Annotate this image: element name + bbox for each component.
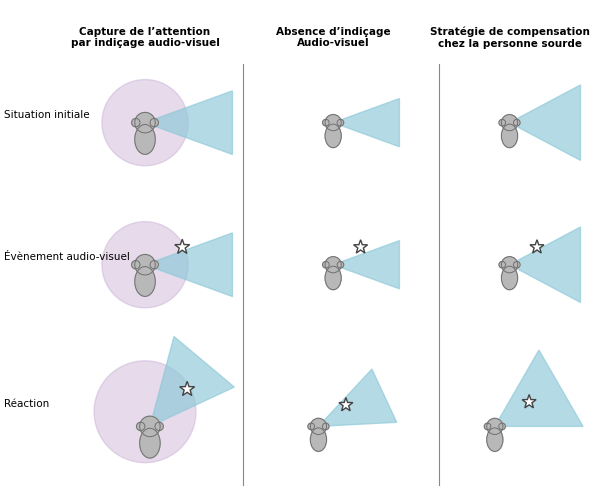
Ellipse shape <box>487 428 503 451</box>
Ellipse shape <box>135 125 155 154</box>
Polygon shape <box>353 240 368 253</box>
Circle shape <box>132 261 140 269</box>
Text: Réaction: Réaction <box>4 399 49 409</box>
Polygon shape <box>180 381 195 395</box>
Ellipse shape <box>325 266 341 290</box>
Text: Situation initiale: Situation initiale <box>4 110 90 120</box>
Polygon shape <box>530 240 544 253</box>
Circle shape <box>94 361 196 463</box>
Circle shape <box>310 418 327 435</box>
Text: Stratégie de compensation
chez la personne sourde: Stratégie de compensation chez la person… <box>430 27 590 49</box>
Circle shape <box>337 119 344 126</box>
Polygon shape <box>510 227 581 302</box>
Circle shape <box>139 416 160 437</box>
Circle shape <box>308 423 315 430</box>
Circle shape <box>513 119 520 126</box>
Circle shape <box>513 262 520 268</box>
Circle shape <box>487 418 503 435</box>
Circle shape <box>322 119 329 126</box>
Circle shape <box>135 255 155 275</box>
Circle shape <box>499 423 505 430</box>
Polygon shape <box>339 397 353 411</box>
Polygon shape <box>522 394 536 408</box>
Polygon shape <box>145 91 233 154</box>
Ellipse shape <box>501 266 518 290</box>
Circle shape <box>155 422 164 431</box>
Polygon shape <box>333 99 399 147</box>
Circle shape <box>484 423 491 430</box>
Circle shape <box>499 119 505 126</box>
Circle shape <box>322 262 329 268</box>
Ellipse shape <box>135 267 155 296</box>
Polygon shape <box>145 233 233 297</box>
Polygon shape <box>175 239 190 254</box>
Text: Absence d’indiçage
Audio-visuel: Absence d’indiçage Audio-visuel <box>276 27 390 48</box>
Ellipse shape <box>139 428 160 458</box>
Circle shape <box>501 257 518 273</box>
Polygon shape <box>333 240 399 289</box>
Circle shape <box>102 222 188 308</box>
Circle shape <box>499 262 505 268</box>
Circle shape <box>135 112 155 133</box>
Circle shape <box>150 261 158 269</box>
Ellipse shape <box>310 428 327 451</box>
Circle shape <box>325 257 341 273</box>
Polygon shape <box>495 350 583 427</box>
Circle shape <box>501 115 518 131</box>
Circle shape <box>337 262 344 268</box>
Circle shape <box>325 115 341 131</box>
Circle shape <box>102 79 188 166</box>
Circle shape <box>132 119 140 127</box>
Polygon shape <box>150 337 235 427</box>
Circle shape <box>150 119 158 127</box>
Polygon shape <box>510 85 581 160</box>
Text: Évènement audio-visuel: Évènement audio-visuel <box>4 252 130 262</box>
Circle shape <box>136 422 145 431</box>
Circle shape <box>322 423 329 430</box>
Ellipse shape <box>501 124 518 148</box>
Text: Capture de l’attention
par indiçage audio-visuel: Capture de l’attention par indiçage audi… <box>70 27 219 48</box>
Ellipse shape <box>325 124 341 148</box>
Polygon shape <box>319 369 397 427</box>
